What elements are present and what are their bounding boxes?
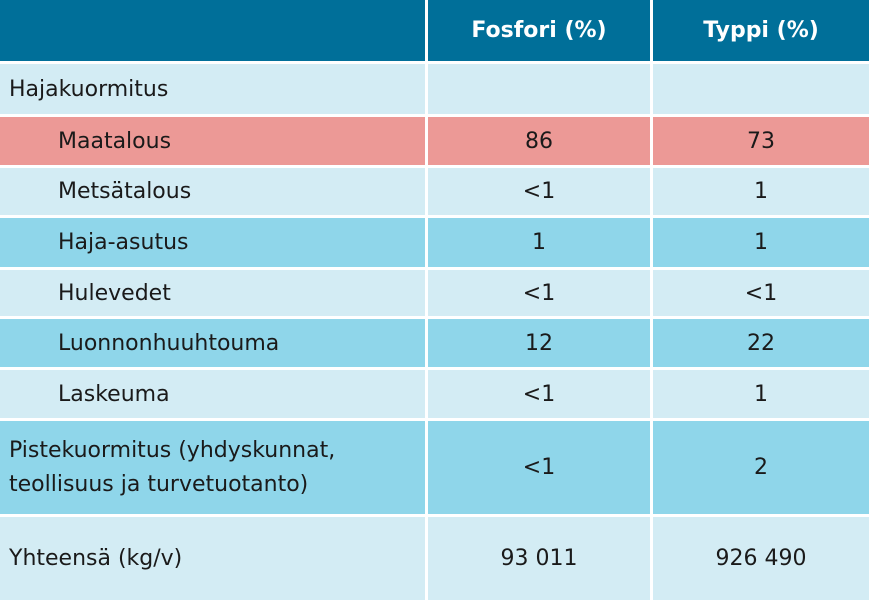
cell-fosfori: 12	[428, 319, 650, 370]
row-label-text: Pistekuormitus (yhdyskunnat, teollisuus …	[9, 434, 335, 502]
column-divider	[425, 64, 428, 117]
column-divider	[650, 117, 653, 168]
column-divider	[425, 270, 428, 319]
column-divider	[650, 421, 653, 517]
header-empty-cell	[0, 0, 425, 64]
cell-typpi: 73	[653, 117, 869, 168]
row-label-hajakuormitus: Hajakuormitus	[0, 64, 425, 117]
column-divider	[650, 270, 653, 319]
cell-typpi: 2	[653, 421, 869, 517]
cell-fosfori-total: 93 011	[428, 517, 650, 600]
row-label-luonnonhuuhtouma: Luonnonhuuhtouma	[0, 319, 425, 370]
cell-typpi: 1	[653, 370, 869, 421]
column-divider	[650, 319, 653, 370]
cell-typpi-total: 926 490	[653, 517, 869, 600]
row-label-maatalous: Maatalous	[0, 117, 425, 168]
row-label-hulevedet: Hulevedet	[0, 270, 425, 319]
column-divider	[650, 517, 653, 600]
column-divider	[650, 370, 653, 421]
cell-fosfori: <1	[428, 421, 650, 517]
row-label-laskeuma: Laskeuma	[0, 370, 425, 421]
column-divider	[425, 168, 428, 218]
column-divider	[650, 168, 653, 218]
header-fosfori: Fosfori (%)	[428, 0, 650, 64]
column-divider	[425, 370, 428, 421]
column-divider	[425, 0, 428, 64]
row-label-metsatalous: Metsätalous	[0, 168, 425, 218]
cell-fosfori: <1	[428, 370, 650, 421]
cell-fosfori: 86	[428, 117, 650, 168]
column-divider	[650, 64, 653, 117]
cell-typpi: 1	[653, 168, 869, 218]
cell-fosfori	[428, 64, 650, 117]
column-divider	[650, 218, 653, 270]
cell-typpi: <1	[653, 270, 869, 319]
column-divider	[425, 218, 428, 270]
column-divider	[425, 517, 428, 600]
row-label-pistekuormitus: Pistekuormitus (yhdyskunnat, teollisuus …	[0, 421, 425, 517]
cell-typpi	[653, 64, 869, 117]
row-label-yhteensa: Yhteensä (kg/v)	[0, 517, 425, 600]
row-label-line: teollisuus ja turvetuotanto)	[9, 471, 309, 497]
row-label-haja-asutus: Haja-asutus	[0, 218, 425, 270]
column-divider	[425, 319, 428, 370]
cell-typpi: 22	[653, 319, 869, 370]
column-divider	[425, 421, 428, 517]
row-label-line: Pistekuormitus (yhdyskunnat,	[9, 437, 336, 463]
cell-fosfori: <1	[428, 168, 650, 218]
column-divider	[650, 0, 653, 64]
cell-fosfori: 1	[428, 218, 650, 270]
column-divider	[425, 117, 428, 168]
cell-fosfori: <1	[428, 270, 650, 319]
cell-typpi: 1	[653, 218, 869, 270]
header-typpi: Typpi (%)	[653, 0, 869, 64]
